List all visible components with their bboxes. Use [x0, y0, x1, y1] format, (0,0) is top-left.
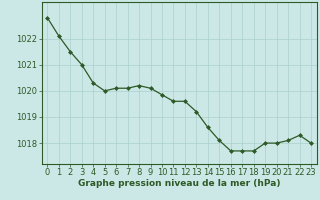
X-axis label: Graphe pression niveau de la mer (hPa): Graphe pression niveau de la mer (hPa)	[78, 179, 280, 188]
